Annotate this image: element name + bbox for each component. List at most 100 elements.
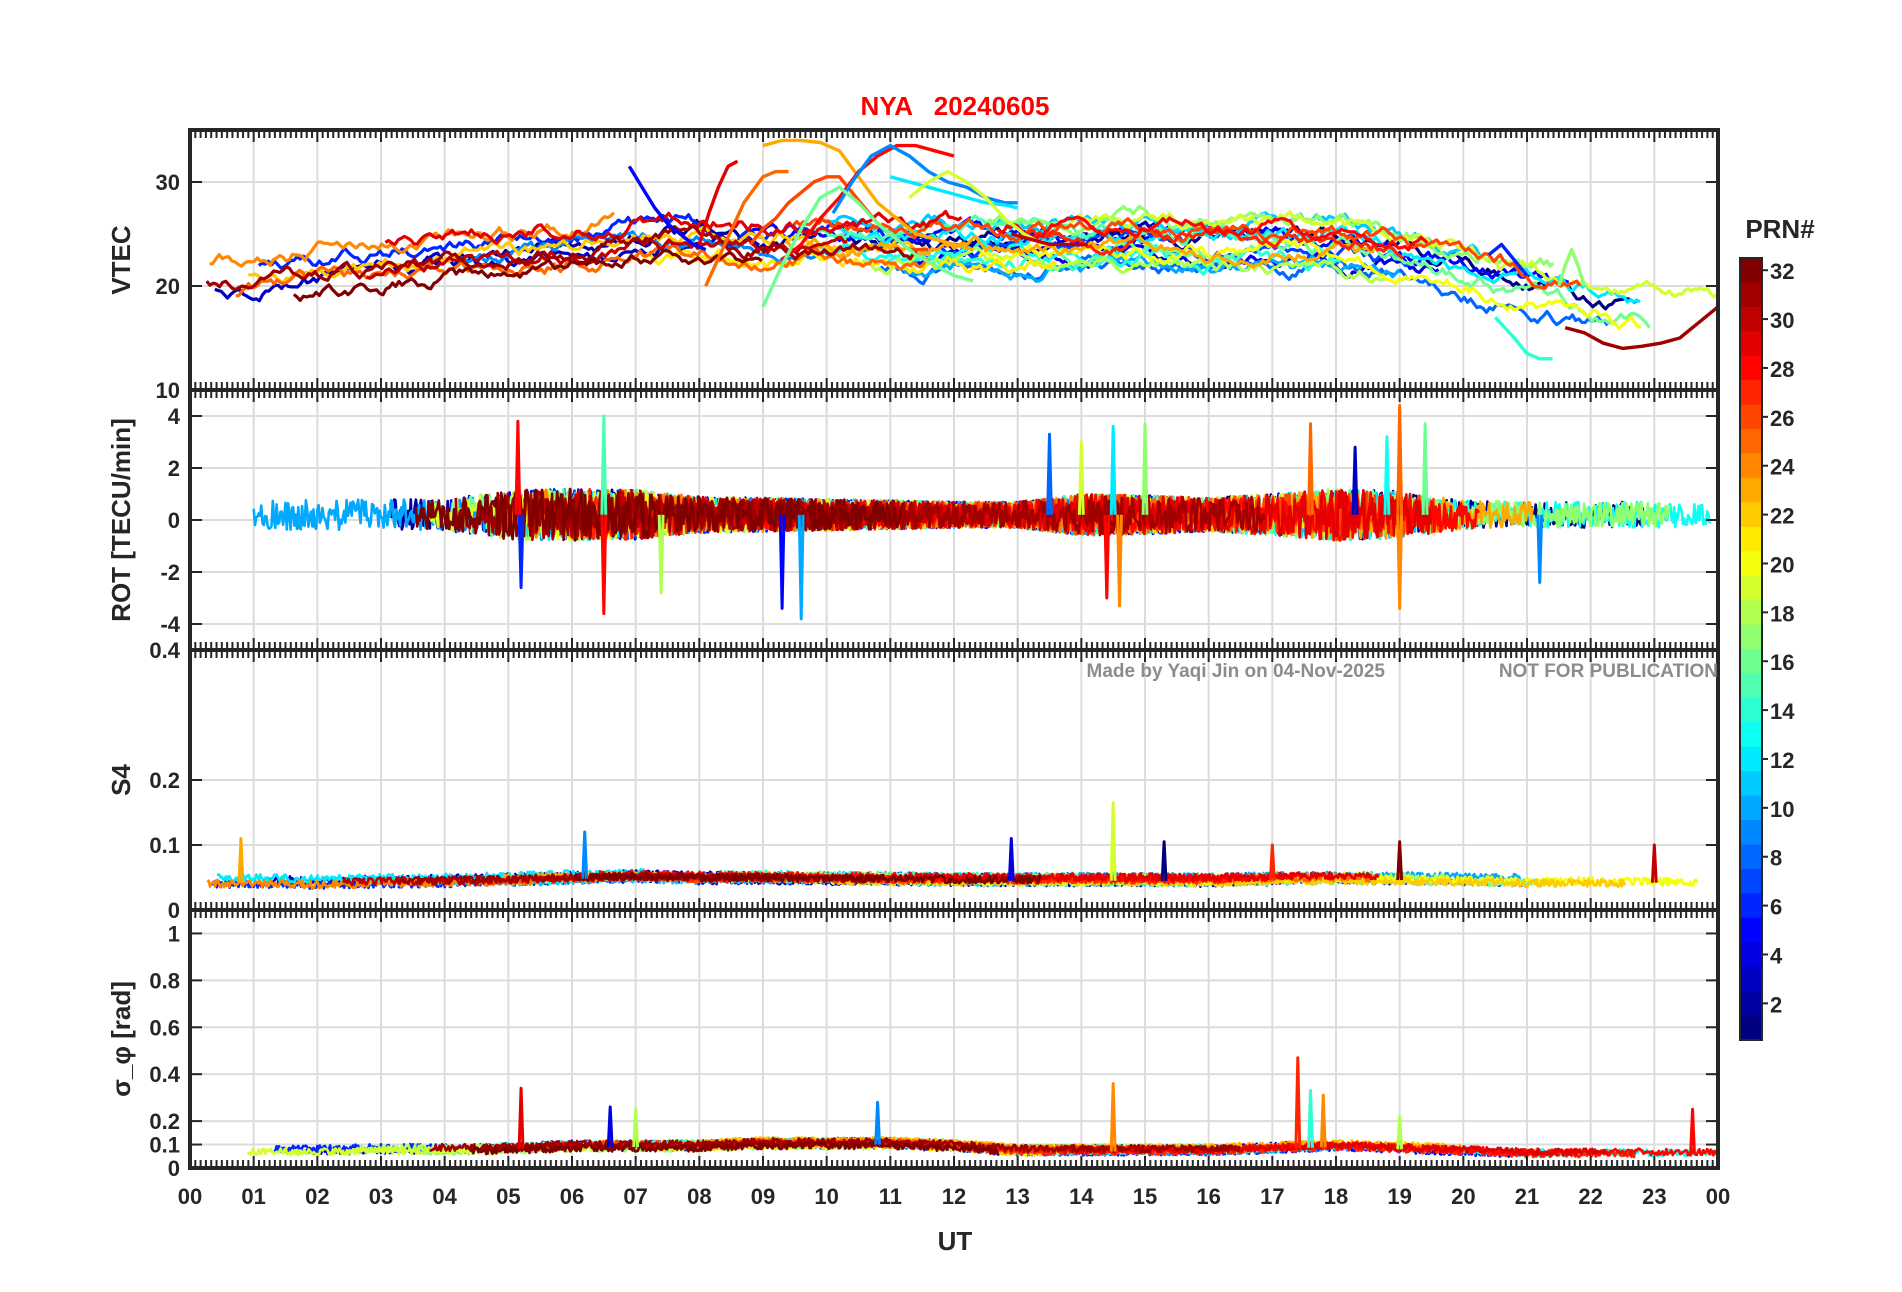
trace-prn-14 — [887, 243, 1342, 276]
watermark: Made by Yaqi Jin on 04-Nov-2025 NOT FOR … — [1087, 661, 1718, 682]
colorbar-tick-label: 18 — [1770, 601, 1794, 626]
y-axis-label: S4 — [106, 764, 136, 796]
trace-prn-26 — [792, 217, 1582, 290]
spike — [797, 514, 805, 621]
spike — [581, 830, 589, 879]
colorbar-tick-label: 14 — [1770, 699, 1795, 724]
colorbar-tick-label: 8 — [1770, 846, 1782, 871]
trace-prn-19 — [1063, 210, 1718, 299]
colorbar-segment — [1740, 624, 1762, 650]
spike — [1689, 1107, 1696, 1154]
x-axis: 00 01 02 03 04 05 06 07 08 09 10 11 12 13 14 15 16 17 18 19… — [178, 1184, 1730, 1209]
trace-prn-28 — [996, 215, 1429, 252]
spike — [600, 414, 608, 515]
y-tick-label: 0.1 — [149, 833, 180, 858]
spike — [1268, 843, 1276, 881]
spike — [1141, 422, 1149, 515]
x-tick-label: 09 — [751, 1184, 775, 1209]
x-tick-label: 17 — [1260, 1184, 1284, 1209]
y-tick-label: 20 — [156, 274, 180, 299]
trace-prn-32 — [292, 249, 763, 302]
trace-prn-29 — [384, 209, 963, 247]
y-tick-label: 30 — [156, 170, 180, 195]
colorbar-tick-label: 24 — [1770, 455, 1795, 480]
spike — [778, 514, 786, 610]
series-prn-17 — [1557, 247, 1586, 287]
colorbar-segment — [1740, 526, 1762, 552]
colorbar-segment — [1740, 258, 1762, 283]
colorbar-tick-label: 30 — [1770, 308, 1794, 333]
watermark-author: Made by Yaqi Jin on 04-Nov-2025 — [1087, 661, 1386, 682]
spike — [1396, 514, 1404, 610]
series-prn-25 — [704, 169, 789, 287]
spike — [1294, 1056, 1302, 1149]
colorbar-tick-label: 6 — [1770, 895, 1782, 920]
chart-title: NYA 20240605 — [861, 91, 1050, 121]
x-tick-label: 02 — [305, 1184, 329, 1209]
spike — [1319, 1093, 1327, 1148]
colorbar-tick-label: 16 — [1770, 650, 1794, 675]
colorbar-segment — [1740, 429, 1762, 454]
series-prn-6 — [1487, 242, 1529, 277]
y-tick-label: 1 — [168, 921, 180, 946]
spike — [237, 837, 245, 883]
traces-sigma_phi — [246, 1056, 1718, 1159]
x-tick-label: 23 — [1642, 1184, 1666, 1209]
x-tick-label: 00 — [178, 1184, 202, 1209]
colorbar-tick-label: 10 — [1770, 797, 1794, 822]
y-tick-label: -2 — [160, 560, 180, 585]
trace-prn-32 — [573, 871, 1042, 885]
x-tick-label: 03 — [369, 1184, 393, 1209]
spike — [517, 1086, 525, 1149]
y-tick-label: 0.4 — [149, 638, 180, 663]
colorbar-tick-label: 22 — [1770, 504, 1794, 529]
x-tick-label: 10 — [814, 1184, 838, 1209]
x-tick-label: 15 — [1133, 1184, 1157, 1209]
colorbar-label: PRN# — [1745, 214, 1815, 244]
colorbar-tick-label: 32 — [1770, 259, 1794, 284]
colorbar-segment — [1740, 795, 1762, 821]
spike — [1116, 514, 1123, 608]
colorbar-segment — [1740, 722, 1762, 748]
colorbar-tick-label: 4 — [1770, 943, 1783, 968]
spike — [600, 514, 608, 616]
series-prn-23 — [762, 138, 974, 252]
colorbar-tick-label: 26 — [1770, 406, 1794, 431]
trace-prn-23 — [784, 232, 1375, 269]
traces-S4 — [206, 801, 1699, 891]
series-prn-31 — [1564, 305, 1718, 351]
spike — [1160, 840, 1168, 882]
trace-prn-30 — [365, 235, 848, 280]
colorbar-segment — [1740, 673, 1762, 699]
spike — [1536, 514, 1544, 584]
spike — [1307, 1089, 1314, 1148]
colorbar-segment — [1740, 331, 1762, 357]
spike — [1103, 514, 1111, 600]
spike — [874, 1100, 882, 1145]
trace-prn-31 — [205, 225, 918, 292]
x-tick-label: 07 — [623, 1184, 647, 1209]
colorbar-segment — [1740, 380, 1762, 406]
x-tick-label: 01 — [241, 1184, 265, 1209]
spike — [1109, 801, 1117, 881]
x-tick-label: 00 — [1706, 1184, 1730, 1209]
spike — [1396, 404, 1404, 515]
colorbar-segment — [1740, 917, 1762, 943]
spike — [1077, 440, 1085, 515]
y-tick-label: 10 — [156, 378, 180, 403]
spike — [606, 1105, 614, 1147]
colorbar-segment — [1740, 477, 1762, 503]
spike — [1109, 1082, 1117, 1152]
x-tick-label: 18 — [1324, 1184, 1348, 1209]
panel-sigma_phi: 00.10.2 0.4 0.6 0.8 1 σ_φ [rad] — [106, 908, 1720, 1181]
trace-prn-24 — [209, 211, 616, 268]
series-prn-29 — [697, 159, 739, 245]
y-axis-label: ROT [TECU/min] — [106, 418, 136, 622]
x-tick-label: 06 — [560, 1184, 584, 1209]
series-prn-19 — [908, 169, 1044, 246]
spike — [514, 419, 522, 515]
series-prn-16 — [761, 185, 974, 308]
colorbar-segment — [1740, 282, 1762, 308]
y-tick-label: 0.2 — [149, 768, 180, 793]
